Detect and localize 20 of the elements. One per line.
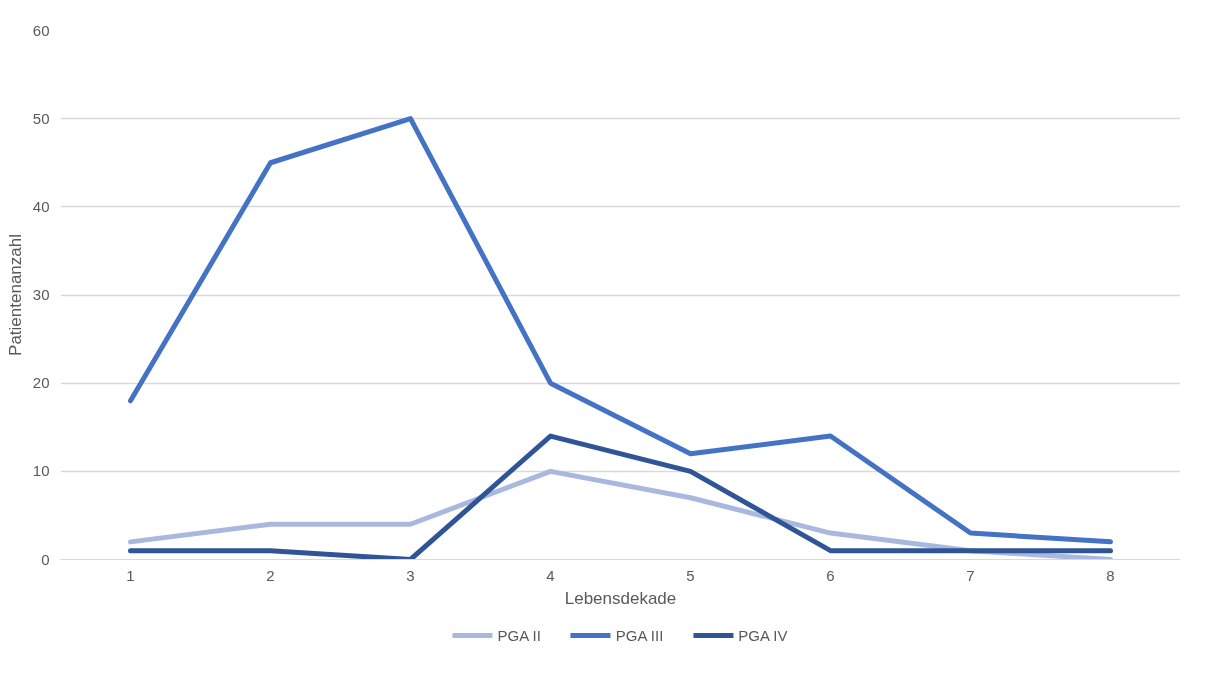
y-axis-title: Patientenanzahl [5,234,25,356]
x-tick-label: 5 [686,566,695,584]
x-tick-label: 1 [126,566,135,584]
x-axis-title: Lebensdekade [564,588,677,608]
x-tick-label: 3 [406,566,415,584]
legend-label: PGA IV [738,626,788,644]
y-tick-label: 30 [32,286,50,303]
x-tick-label: 4 [546,566,555,584]
y-tick-label: 10 [32,462,50,480]
x-tick-label: 2 [266,566,275,584]
y-tick-label: 0 [41,550,50,568]
y-tick-label: 60 [32,21,50,39]
legend-label: PGA III [615,626,664,644]
x-tick-label: 6 [826,566,835,584]
x-tick-label: 8 [1106,566,1115,584]
legend-label: PGA II [497,626,541,644]
y-tick-label: 50 [32,109,50,127]
y-tick-label: 40 [32,197,50,215]
x-tick-label: 7 [966,566,975,584]
y-tick-label: 20 [32,374,50,392]
